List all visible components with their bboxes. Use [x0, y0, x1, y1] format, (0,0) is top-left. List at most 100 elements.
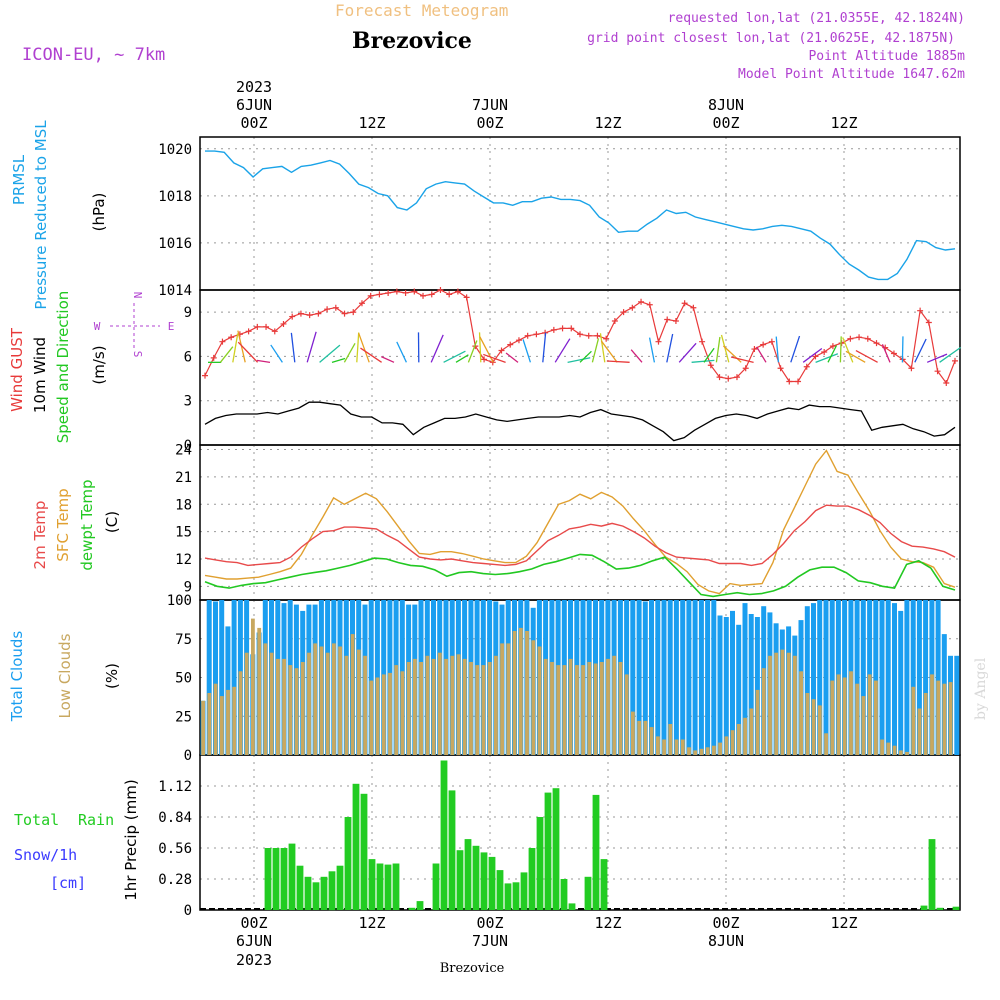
low-cloud-bar — [593, 663, 598, 755]
gust-marker — [289, 313, 296, 320]
total-cloud-bar — [368, 600, 374, 755]
low-cloud-bar — [469, 662, 473, 755]
total-cloud-bar — [673, 600, 679, 755]
wind-direction-arrow — [606, 360, 630, 363]
low-cloud-bar — [500, 643, 504, 755]
gust-marker — [934, 368, 941, 375]
gust-marker — [620, 309, 627, 316]
wind-direction-arrow — [722, 345, 742, 363]
year-label-top: 2023 — [236, 78, 272, 96]
rain-bar — [416, 901, 424, 910]
low-cloud-bar — [494, 655, 498, 755]
low-cloud-bar — [475, 665, 480, 755]
y-tick-label: 100 — [167, 593, 192, 609]
gust-marker — [385, 289, 392, 296]
low-cloud-bar — [356, 649, 361, 755]
sfc-temp-line — [204, 449, 956, 595]
dewpt-line — [204, 553, 956, 598]
gust-marker — [254, 323, 261, 330]
low-cloud-bar — [674, 739, 679, 755]
wind-direction-arrow — [306, 331, 317, 363]
total-cloud-bar — [879, 600, 885, 755]
gust-marker — [733, 374, 740, 381]
low-cloud-bar — [319, 646, 324, 755]
low-cloud-bar — [824, 733, 828, 755]
low-cloud-bar — [276, 658, 280, 755]
total-cloud-bar — [206, 600, 212, 755]
wind-direction-arrow — [815, 353, 839, 363]
gust-marker — [768, 338, 775, 345]
gust-marker — [847, 335, 854, 342]
low-cloud-bar — [512, 631, 517, 755]
wind-label: 10m Wind — [31, 337, 49, 413]
low-cloud-bar — [375, 677, 380, 755]
low-cloud-bar — [618, 662, 623, 755]
low-cloud-bar — [481, 665, 486, 755]
gust-label: Wind GUST — [8, 327, 26, 412]
hour-label-top-2: 12Z — [358, 114, 385, 132]
rain-bar — [368, 859, 376, 910]
low-cloud-bar — [830, 680, 835, 755]
low-cloud-bar — [656, 736, 660, 755]
wind-direction-arrow — [232, 333, 239, 363]
low-cloud-bar — [587, 662, 592, 755]
low-cloud-bar — [543, 658, 548, 755]
total-cloud-bar — [904, 600, 910, 755]
compass-e-label: E — [168, 320, 175, 333]
total-cloud-bar — [705, 600, 711, 755]
low-cloud-bar — [637, 720, 642, 755]
low-cloud-bar — [755, 689, 760, 755]
low-cloud-bar — [886, 742, 891, 755]
rain-bar — [512, 882, 520, 910]
low-cloud-bar — [649, 727, 654, 755]
watermark: by Angel — [973, 657, 989, 720]
wind-direction-arrow — [270, 344, 283, 363]
gust-marker — [210, 354, 217, 361]
total-cloud-bar — [829, 600, 835, 755]
total-cloud-bar — [717, 615, 723, 755]
low-cloud-bar — [898, 750, 903, 755]
day-label-bottom-1: 6JUN — [236, 932, 272, 950]
total-cloud-bar — [698, 600, 704, 755]
wind-direction-arrow — [790, 335, 801, 363]
wind-unit-label: (m/s) — [90, 345, 108, 384]
rain-bar — [504, 883, 512, 910]
wind-direction-arrow — [926, 353, 948, 363]
total-cloud-bar — [916, 600, 922, 755]
rain-bar — [584, 876, 592, 910]
low-cloud-bar — [599, 662, 604, 755]
rain-bar — [272, 848, 280, 910]
rain-total-label: Total — [14, 811, 59, 829]
low-cloud-bar — [680, 739, 685, 755]
snow-label: Snow/1h — [14, 846, 77, 864]
day-label-bottom-2: 7JUN — [472, 932, 508, 950]
gust-marker — [280, 320, 287, 327]
wind-direction-arrow — [219, 346, 234, 363]
gust-marker — [524, 332, 531, 339]
compass-s-label: S — [131, 351, 144, 358]
wind-direction-arrow — [542, 332, 547, 363]
low-cloud-bar — [400, 671, 405, 755]
gust-marker — [559, 325, 566, 332]
rain-bar — [568, 903, 576, 910]
y-tick-label: 0 — [184, 438, 192, 454]
gust-marker — [376, 291, 383, 298]
rain-bar — [264, 848, 272, 910]
dewpt-label: dewpt Temp — [78, 479, 96, 570]
low-cloud-bar — [780, 649, 785, 755]
low-cloud-bar — [936, 680, 941, 755]
rain-bar — [280, 848, 288, 910]
gust-marker — [568, 325, 575, 332]
wind-direction-arrow — [331, 357, 346, 363]
low-cloud-bar — [668, 724, 673, 755]
hour-label-top-1: 00Z — [240, 114, 267, 132]
wind-direction-arrow — [802, 347, 823, 363]
y-tick-label: 1.12 — [158, 779, 192, 795]
gridpoint-coords: grid point closest lon,lat (21.0625E, 42… — [587, 31, 955, 46]
gust-marker — [324, 306, 331, 313]
gust-marker — [777, 365, 784, 372]
y-tick-label: 1020 — [158, 142, 192, 158]
gust-marker — [402, 289, 409, 296]
